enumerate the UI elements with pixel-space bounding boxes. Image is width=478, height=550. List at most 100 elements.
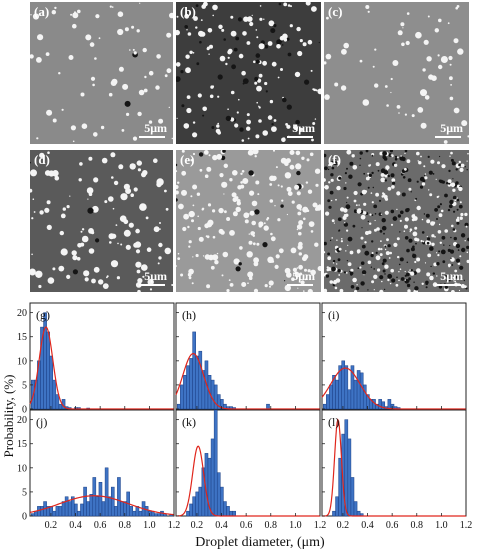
droplet-dot [183,213,189,220]
panel-label: (g) [36,308,50,322]
droplet-dot [387,244,391,248]
droplet-dot [455,181,459,185]
sem-image [30,2,173,144]
droplet-dot [291,277,295,281]
droplet-dot [192,219,194,222]
histogram-bar [52,510,57,517]
droplet-dot [132,48,135,51]
droplet-dot [425,286,428,289]
histogram-bar [326,394,330,410]
droplet-dot [264,44,269,49]
droplet-dot [181,189,187,196]
droplet-dot [280,204,284,208]
droplet-dot [345,272,348,274]
histogram-bar [58,506,63,517]
droplet-dot [270,28,276,34]
droplet-dot [454,280,457,283]
gaussian-fit-line [175,352,320,410]
droplet-dot [448,55,453,61]
droplet-dot [402,27,404,29]
droplet-dot [382,193,386,196]
droplet-dot [420,239,423,243]
droplet-dot [226,217,231,221]
droplet-dot [426,56,432,62]
histogram-bar [226,506,230,517]
droplet-dot [453,38,459,44]
histogram-bar [210,438,215,517]
x-tick-label: 0.2 [191,520,204,531]
droplet-dot [217,74,223,80]
droplet-dot [147,278,154,286]
droplet-dot [258,106,261,109]
droplet-dot [423,213,426,215]
droplet-dot [188,240,192,244]
histogram-bar [353,379,358,410]
droplet-dot [455,6,458,10]
histogram-bar [95,496,100,517]
panel-label: (e) [180,152,195,167]
droplet-dot [465,225,468,228]
droplet-dot [337,258,341,262]
droplet-dot [371,171,374,175]
droplet-dot [361,270,367,275]
droplet-dot [421,282,424,285]
droplet-dot [98,37,101,40]
sem-panel-b: (b) 5μm [176,2,321,144]
droplet-dot [397,156,399,159]
droplet-dot [421,231,425,234]
panel-label: (b) [180,4,196,19]
droplet-dot [424,176,428,180]
droplet-dot [248,170,254,176]
droplet-dot [334,82,339,87]
droplet-dot [192,121,196,124]
x-tick-label: 1.2 [314,520,327,531]
droplet-dot [39,152,45,159]
droplet-dot [331,219,335,223]
droplet-dot [46,109,53,116]
droplet-dot [408,238,413,243]
droplet-dot [276,44,281,49]
droplet-dot [357,267,360,269]
droplet-dot [305,2,311,6]
droplet-dot [71,250,77,256]
droplet-dot [324,288,328,292]
droplet-dot [324,241,327,246]
droplet-dot [254,209,260,215]
droplet-dot [185,54,190,59]
droplet-dot [379,229,383,233]
droplet-dot [449,244,451,247]
droplet-dot [350,268,354,272]
droplet-dot [219,173,224,178]
droplet-dot [393,163,398,167]
droplet-dot [180,70,184,74]
droplet-dot [294,271,299,276]
droplet-dot [454,269,458,273]
droplet-dot [283,2,288,7]
droplet-dot [126,112,130,116]
histogram-bar [92,477,97,517]
droplet-dot [271,260,275,263]
droplet-dot [347,262,352,267]
droplet-dot [382,258,387,263]
droplet-dot [380,240,382,242]
droplet-dot [246,251,253,258]
droplet-dot [325,53,332,60]
droplet-dot [447,22,450,25]
histogram-bar [120,501,124,517]
droplet-dot [337,217,342,222]
droplet-dot [291,200,295,204]
droplet-dot [255,29,258,31]
droplet-dot [329,162,333,166]
droplet-dot [356,249,361,253]
droplet-dot [427,155,430,158]
y-axis-label: Probability, (%) [1,375,16,458]
droplet-dot [442,260,446,264]
droplet-dot [269,99,274,104]
droplet-dot [329,190,334,195]
droplet-dot [180,273,184,277]
droplet-dot [68,55,74,60]
droplet-dot [264,284,268,288]
droplet-dot [265,90,268,93]
x-tick-label: 0.4 [361,520,374,531]
droplet-dot [230,30,237,37]
